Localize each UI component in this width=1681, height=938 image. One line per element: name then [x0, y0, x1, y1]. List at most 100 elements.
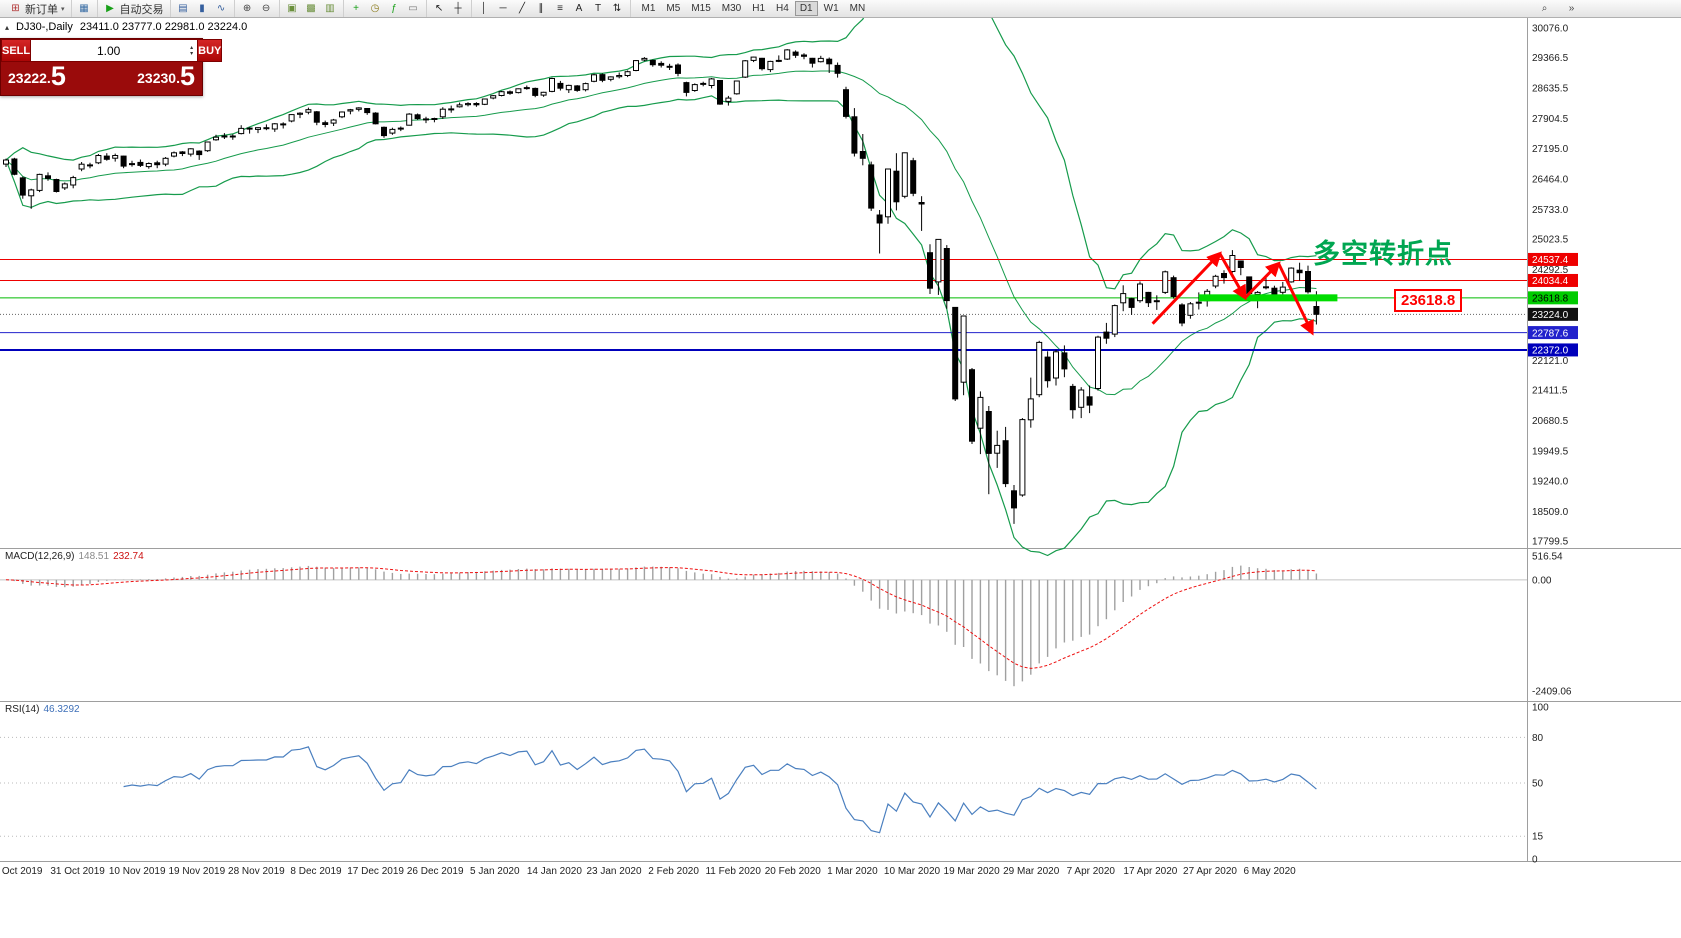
svg-text:100: 100	[1532, 703, 1549, 714]
timeframe-m15-button[interactable]: M15	[691, 3, 711, 14]
channel-button[interactable]: ∥	[532, 1, 551, 17]
svg-text:-2409.06: -2409.06	[1532, 687, 1572, 698]
text-button[interactable]: A	[570, 1, 589, 17]
svg-text:27904.5: 27904.5	[1532, 114, 1569, 125]
svg-text:5 Jan 2020: 5 Jan 2020	[470, 866, 520, 877]
arrange-windows-button[interactable]: ▥	[321, 1, 340, 17]
svg-text:17799.5: 17799.5	[1532, 537, 1569, 548]
buy-button[interactable]: BUY	[197, 39, 223, 62]
toolbar-right: ⌕»	[1535, 0, 1581, 18]
quick-navigation-button[interactable]: »	[1562, 1, 1581, 17]
buy-price[interactable]: 23230. 5	[137, 63, 195, 90]
trendline-button[interactable]: ╱	[513, 1, 532, 17]
label-button[interactable]: T	[589, 1, 608, 17]
zoom-in-button[interactable]: ⊕	[238, 1, 257, 17]
cursor-button[interactable]: ↖	[430, 1, 449, 17]
new-order-icon: ⊞	[11, 2, 20, 14]
vertical-line-button[interactable]: │	[475, 1, 494, 17]
svg-text:29 Mar 2020: 29 Mar 2020	[1003, 866, 1060, 877]
arrange-windows-icon: ▥	[325, 2, 335, 14]
svg-text:28 Nov 2019: 28 Nov 2019	[228, 866, 285, 877]
price-axis[interactable]: 30076.0 29366.5 28635.5 27904.5 27195.0 26464…	[1528, 24, 1578, 548]
fibonacci-icon: ≡	[557, 2, 563, 14]
timeframe-mn-button[interactable]: MN	[849, 3, 866, 14]
volume-field: ▴▾	[31, 39, 198, 62]
svg-text:17 Dec 2019: 17 Dec 2019	[347, 866, 404, 877]
horizontal-line-icon: ─	[499, 2, 507, 14]
rsi-indicator-label: RSI(14) 46.3292	[5, 704, 80, 715]
fibonacci-button[interactable]: ≡	[551, 1, 570, 17]
cascade-windows-button[interactable]: ▩	[302, 1, 321, 17]
sell-price[interactable]: 23222. 5	[8, 63, 66, 90]
auto-trading-button[interactable]: ▶ 自动交易	[101, 1, 167, 17]
svg-text:24034.4: 24034.4	[1532, 276, 1569, 287]
new-order-label: 新订单	[25, 3, 58, 16]
spin-up-icon[interactable]: ▴	[190, 44, 194, 51]
timeframe-m5-button[interactable]: M5	[666, 3, 681, 14]
crosshair-button[interactable]: ┼	[449, 1, 468, 17]
volume-spinner[interactable]: ▴ ▾	[186, 45, 197, 57]
timeframe-h4-button[interactable]: H4	[776, 3, 789, 14]
svg-text:1 Mar 2020: 1 Mar 2020	[827, 866, 878, 877]
timeframe-m1-button[interactable]: M1	[641, 3, 656, 14]
svg-text:29366.5: 29366.5	[1532, 53, 1569, 64]
indicators-button[interactable]: ƒ	[385, 1, 404, 17]
svg-text:15: 15	[1532, 832, 1544, 843]
text-icon: A	[575, 2, 583, 14]
new-order-button[interactable]: ⊞ 新订单 ▾	[6, 1, 68, 17]
line-chart-button[interactable]: ∿	[212, 1, 231, 17]
panel-separators	[0, 18, 1681, 862]
sell-button[interactable]: SELL	[1, 39, 32, 62]
candlestick-chart-button[interactable]: ▮	[193, 1, 212, 17]
support-zone-highlight[interactable]	[1198, 294, 1338, 302]
svg-text:23224.0: 23224.0	[1532, 310, 1569, 321]
auto-trading-label: 自动交易	[119, 3, 164, 16]
horizontal-line-button[interactable]: ─	[494, 1, 513, 17]
candlesticks	[3, 49, 1320, 524]
period-icon: ◷	[370, 2, 380, 14]
period-button[interactable]: ◷	[366, 1, 385, 17]
timeframe-toolbar: M1 M5 M15 M30 H1 H4 D1 W1 MN	[637, 1, 871, 16]
zoom-out-button[interactable]: ⊖	[257, 1, 276, 17]
timeframe-m30-button[interactable]: M30	[721, 3, 742, 14]
quick-navigation-icon: »	[1568, 3, 1575, 14]
svg-text:20680.5: 20680.5	[1532, 416, 1569, 427]
trade-prices-row: 23222. 5 23230. 5	[1, 62, 202, 95]
svg-text:27195.0: 27195.0	[1532, 144, 1569, 155]
volume-input[interactable]	[31, 40, 187, 61]
svg-text:6 May 2020: 6 May 2020	[1243, 866, 1296, 877]
turning-point-annotation: 多空转折点	[1313, 239, 1453, 269]
toolbar-group: │ ─ ╱ ∥ ≡ A T ⇅	[472, 0, 631, 17]
buy-price-main: 23230.	[137, 70, 180, 86]
indicators-icon: ƒ	[391, 2, 397, 14]
arrows-button[interactable]: ⇅	[608, 1, 627, 17]
timeframe-d1-button[interactable]: D1	[794, 1, 818, 16]
macd-main-value: 148.51	[78, 551, 110, 562]
svg-text:19949.5: 19949.5	[1532, 447, 1569, 458]
spin-down-icon[interactable]: ▾	[190, 50, 194, 57]
toolbar-group: + ◷ ƒ ▭	[344, 0, 427, 17]
trendline-icon: ╱	[519, 2, 526, 14]
chart-header: ▴ DJ30-,Daily 23411.0 23777.0 22981.0 23…	[5, 21, 247, 33]
dropdown-caret-icon: ▾	[61, 5, 65, 13]
svg-text:0: 0	[1532, 855, 1538, 866]
zigzag-trend-arrows[interactable]	[1151, 251, 1314, 336]
templates-button[interactable]: ▭	[404, 1, 423, 17]
bar-chart-button[interactable]: ▤	[174, 1, 193, 17]
search-button[interactable]: ⌕	[1535, 1, 1554, 17]
collapse-icon[interactable]: ▴	[5, 22, 10, 32]
new-ch Chart-button[interactable]: +	[347, 1, 366, 17]
svg-text:30076.0: 30076.0	[1532, 24, 1569, 35]
timeframe-h1-button[interactable]: H1	[752, 3, 766, 14]
chart-window-button[interactable]: ▦	[75, 1, 94, 17]
svg-text:8 Dec 2019: 8 Dec 2019	[290, 866, 342, 877]
svg-text:11 Feb 2020: 11 Feb 2020	[705, 866, 761, 877]
cursor-icon: ↖	[434, 2, 444, 14]
templates-icon: ▭	[408, 2, 418, 14]
tile-windows-button[interactable]: ▣	[283, 1, 302, 17]
timeframe-w1-button[interactable]: W1	[823, 3, 839, 14]
svg-text:19 Nov 2019: 19 Nov 2019	[168, 866, 225, 877]
cascade-windows-icon: ▩	[306, 2, 316, 14]
